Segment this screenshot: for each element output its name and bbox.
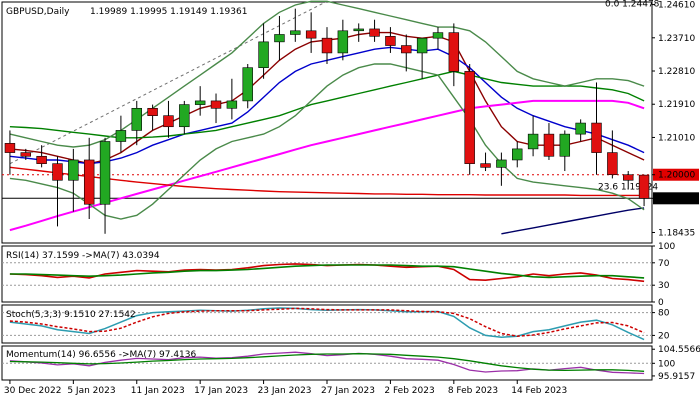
price-tick-label-4: 1.21010 bbox=[658, 133, 695, 143]
stoch-title: Stoch(5,3,3) 9.1510 27.1542 bbox=[6, 310, 136, 320]
price-tick-label-7: 1.18435 bbox=[658, 228, 695, 238]
candle-body-23 bbox=[369, 28, 380, 37]
price-tick-label-5: 1.20000 bbox=[658, 171, 695, 181]
candle-body-8 bbox=[131, 107, 142, 131]
price-series-line-2 bbox=[9, 70, 645, 139]
candle-body-1 bbox=[20, 152, 31, 157]
candle-body-13 bbox=[210, 100, 222, 109]
candle-body-17 bbox=[274, 34, 285, 43]
trend-line-dashed bbox=[9, 0, 328, 165]
candle-body-34 bbox=[543, 133, 555, 157]
candle-body-29 bbox=[464, 71, 475, 164]
candle-body-40 bbox=[638, 174, 650, 199]
candle-body-12 bbox=[194, 100, 206, 105]
stoch-series-line-1 bbox=[9, 307, 645, 337]
candle-body-4 bbox=[68, 159, 79, 181]
x-tick-label-3: 17 Jan 2023 bbox=[194, 386, 248, 396]
candle-body-15 bbox=[242, 67, 253, 102]
candle-body-22 bbox=[353, 28, 364, 32]
stoch-tick-label-0: 80 bbox=[658, 309, 670, 319]
x-tick-label-5: 27 Jan 2023 bbox=[321, 386, 375, 396]
rsi-series-line-0 bbox=[9, 263, 645, 283]
price-tick-label-6: 1.19361 bbox=[658, 194, 695, 204]
candle-body-27 bbox=[432, 32, 444, 39]
candle-body-39 bbox=[623, 174, 634, 181]
momentum-tick-label-1: 100 bbox=[658, 359, 675, 369]
rsi-series-line-1 bbox=[9, 264, 645, 279]
ohlc-header: 1.19989 1.19995 1.19149 1.19361 bbox=[90, 7, 247, 17]
candle-body-20 bbox=[321, 37, 333, 54]
rsi-title: RSI(14) 37.1599 ->MA(7) 43.0394 bbox=[6, 251, 160, 261]
x-tick-label-0: 30 Dec 2022 bbox=[4, 386, 62, 396]
price-series-line-4 bbox=[9, 166, 645, 197]
candle-body-6 bbox=[99, 141, 111, 205]
candle-body-24 bbox=[385, 36, 396, 46]
candle-body-9 bbox=[147, 107, 158, 116]
x-axis: 30 Dec 2022 5 Jan 2023 11 Jan 2023 17 Jan 2… bbox=[4, 380, 567, 396]
stoch-panel: Stoch(5,3,3) 9.1510 27.1542 80 20 bbox=[2, 307, 670, 341]
rsi-tick-label-2: 30 bbox=[658, 281, 670, 291]
price-tick-label-3: 1.21910 bbox=[658, 100, 695, 110]
candle-body-31 bbox=[496, 159, 507, 168]
stoch-tick-label-1: 20 bbox=[658, 331, 670, 341]
rsi-panel: RSI(14) 37.1599 ->MA(7) 43.0394 100 70 30 0 bbox=[2, 242, 675, 308]
candle-body-0 bbox=[4, 143, 16, 153]
candle-body-16 bbox=[258, 41, 269, 68]
candle-body-21 bbox=[337, 30, 349, 54]
rsi-tick-label-0: 100 bbox=[658, 242, 675, 252]
price-series-line-7 bbox=[9, 63, 645, 220]
candle-body-18 bbox=[290, 30, 301, 35]
candle-body-3 bbox=[52, 163, 63, 181]
candle-body-38 bbox=[607, 152, 618, 176]
x-tick-label-7: 8 Feb 2023 bbox=[448, 386, 498, 396]
x-tick-label-1: 5 Jan 2023 bbox=[67, 386, 115, 396]
x-tick-label-6: 2 Feb 2023 bbox=[384, 386, 434, 396]
candle-body-28 bbox=[448, 32, 460, 72]
candle-body-5 bbox=[83, 159, 95, 205]
x-tick-label-8: 14 Feb 2023 bbox=[511, 386, 567, 396]
price-series-line-6 bbox=[9, 0, 645, 148]
candle-body-19 bbox=[305, 30, 317, 39]
momentum-panel: Momentum(14) 96.6556 ->MA(7) 97.4136 104.… bbox=[2, 345, 700, 382]
candle-body-32 bbox=[512, 148, 523, 161]
price-series-line-3 bbox=[9, 99, 645, 232]
price-title: GBPUSD,Daily bbox=[6, 7, 70, 17]
momentum-tick-label-0: 104.5566 bbox=[658, 345, 700, 355]
candle-body-10 bbox=[163, 115, 174, 128]
candle-body-36 bbox=[575, 122, 586, 135]
candle-body-26 bbox=[416, 37, 428, 54]
candle-body-25 bbox=[401, 45, 412, 54]
price-tick-highlight-5 bbox=[653, 168, 699, 181]
candle-body-14 bbox=[226, 100, 238, 109]
price-series-line-5 bbox=[501, 207, 645, 235]
x-tick-label-2: 11 Jan 2023 bbox=[131, 386, 185, 396]
candle-body-33 bbox=[527, 133, 539, 150]
candle-body-30 bbox=[480, 163, 491, 168]
price-tick-highlight-6 bbox=[653, 192, 699, 205]
candle-body-35 bbox=[559, 133, 571, 157]
rsi-tick-label-3: 0 bbox=[658, 298, 664, 308]
candle-body-7 bbox=[115, 130, 127, 142]
rsi-tick-label-1: 70 bbox=[658, 259, 670, 269]
momentum-series-line-1 bbox=[9, 353, 645, 372]
price-tick-label-0: 1.24610 bbox=[658, 1, 695, 11]
momentum-title: Momentum(14) 96.6556 ->MA(7) 97.4136 bbox=[6, 350, 197, 360]
candle-body-37 bbox=[591, 122, 602, 153]
fib-annotation-0: 0.0 1.24478 bbox=[605, 0, 660, 9]
price-tick-label-1: 1.23710 bbox=[658, 34, 695, 44]
x-tick-label-4: 23 Jan 2023 bbox=[258, 386, 312, 396]
candle-body-2 bbox=[36, 155, 47, 164]
price-tick-label-2: 1.22810 bbox=[658, 67, 695, 77]
momentum-tick-label-2: 95.9157 bbox=[658, 372, 695, 382]
candle-body-11 bbox=[179, 104, 190, 128]
